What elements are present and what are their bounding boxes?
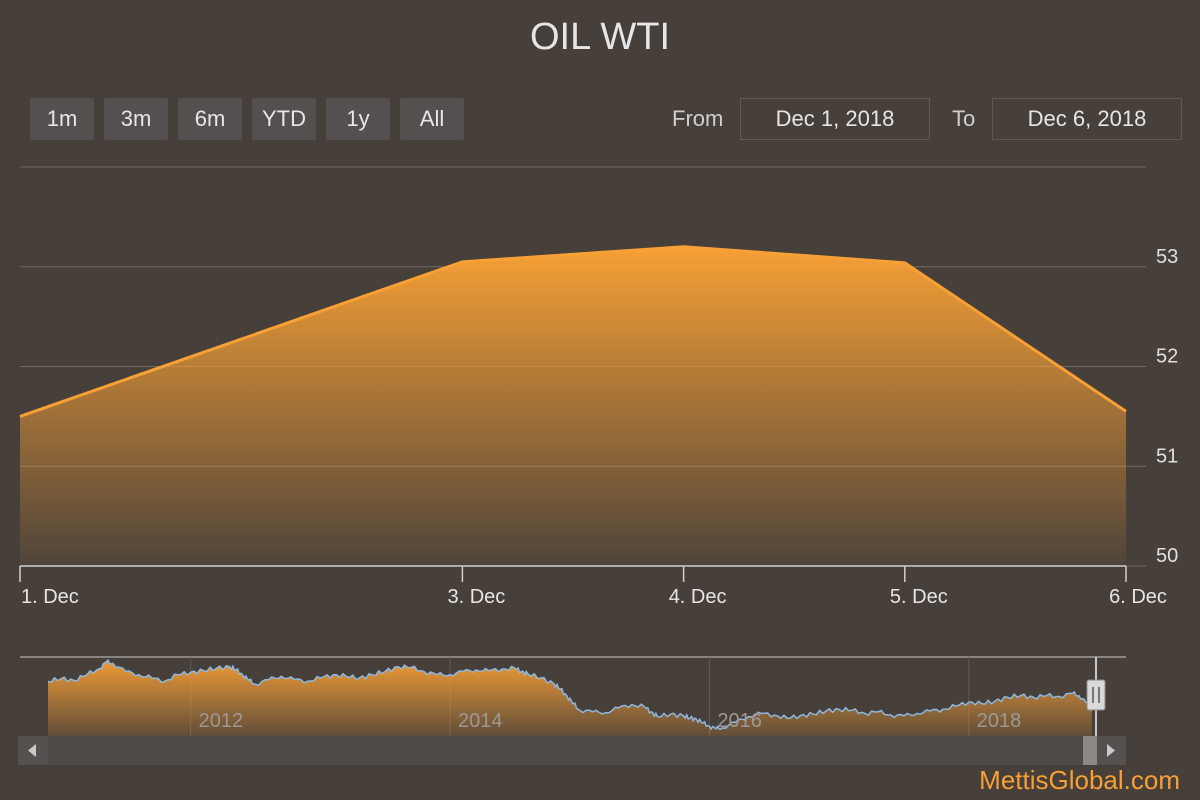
credit-link[interactable]: MettisGlobal.com: [979, 765, 1180, 795]
range-button-ytd[interactable]: YTD: [252, 98, 316, 140]
range-button-all[interactable]: All: [400, 98, 464, 140]
range-button-6m[interactable]: 6m: [178, 98, 242, 140]
y-tick-label: 51: [1156, 445, 1178, 467]
price-area: [20, 246, 1126, 567]
range-button-1m[interactable]: 1m: [30, 98, 94, 140]
navigator-year-label: 2018: [977, 710, 1022, 732]
y-tick-label: 50: [1156, 545, 1178, 567]
navigator-handle[interactable]: [1086, 679, 1106, 711]
navigator-year-label: 2016: [717, 710, 762, 732]
y-axis: 50 51 52 53: [1156, 246, 1178, 567]
scroll-left-arrow-icon: [28, 744, 36, 757]
x-tick-label: 4. Dec: [669, 586, 727, 608]
y-tick-label: 53: [1156, 246, 1178, 268]
x-tick-label: 5. Dec: [890, 586, 948, 608]
x-tick-label: 3. Dec: [447, 586, 505, 608]
chart-title: OIL WTI: [529, 16, 671, 58]
x-tick-label: 6. Dec: [1109, 586, 1167, 608]
to-date-input[interactable]: Dec 6, 2018: [992, 98, 1182, 140]
to-label: To: [952, 106, 976, 131]
x-tick-label: 1. Dec: [21, 586, 79, 608]
navigator-year-label: 2014: [458, 710, 503, 732]
x-axis: 1. Dec 3. Dec 4. Dec 5. Dec 6. Dec: [19, 565, 1167, 608]
scrollbar-track[interactable]: [18, 736, 1126, 765]
range-button-3m[interactable]: 3m: [104, 98, 168, 140]
from-date-input[interactable]: Dec 1, 2018: [740, 98, 930, 140]
y-tick-label: 52: [1156, 346, 1178, 368]
navigator-year-labels: 2012 2014 2016 2018: [199, 710, 1022, 732]
price-line: [19, 245, 1127, 418]
scrollbar-thumb[interactable]: [1083, 736, 1097, 765]
range-button-1y[interactable]: 1y: [326, 98, 390, 140]
from-label: From: [672, 106, 724, 131]
scroll-right-arrow-icon: [1107, 744, 1115, 757]
navigator-area: [48, 660, 1092, 736]
navigator-line: [47, 658, 1093, 731]
navigator-year-label: 2012: [199, 710, 244, 732]
